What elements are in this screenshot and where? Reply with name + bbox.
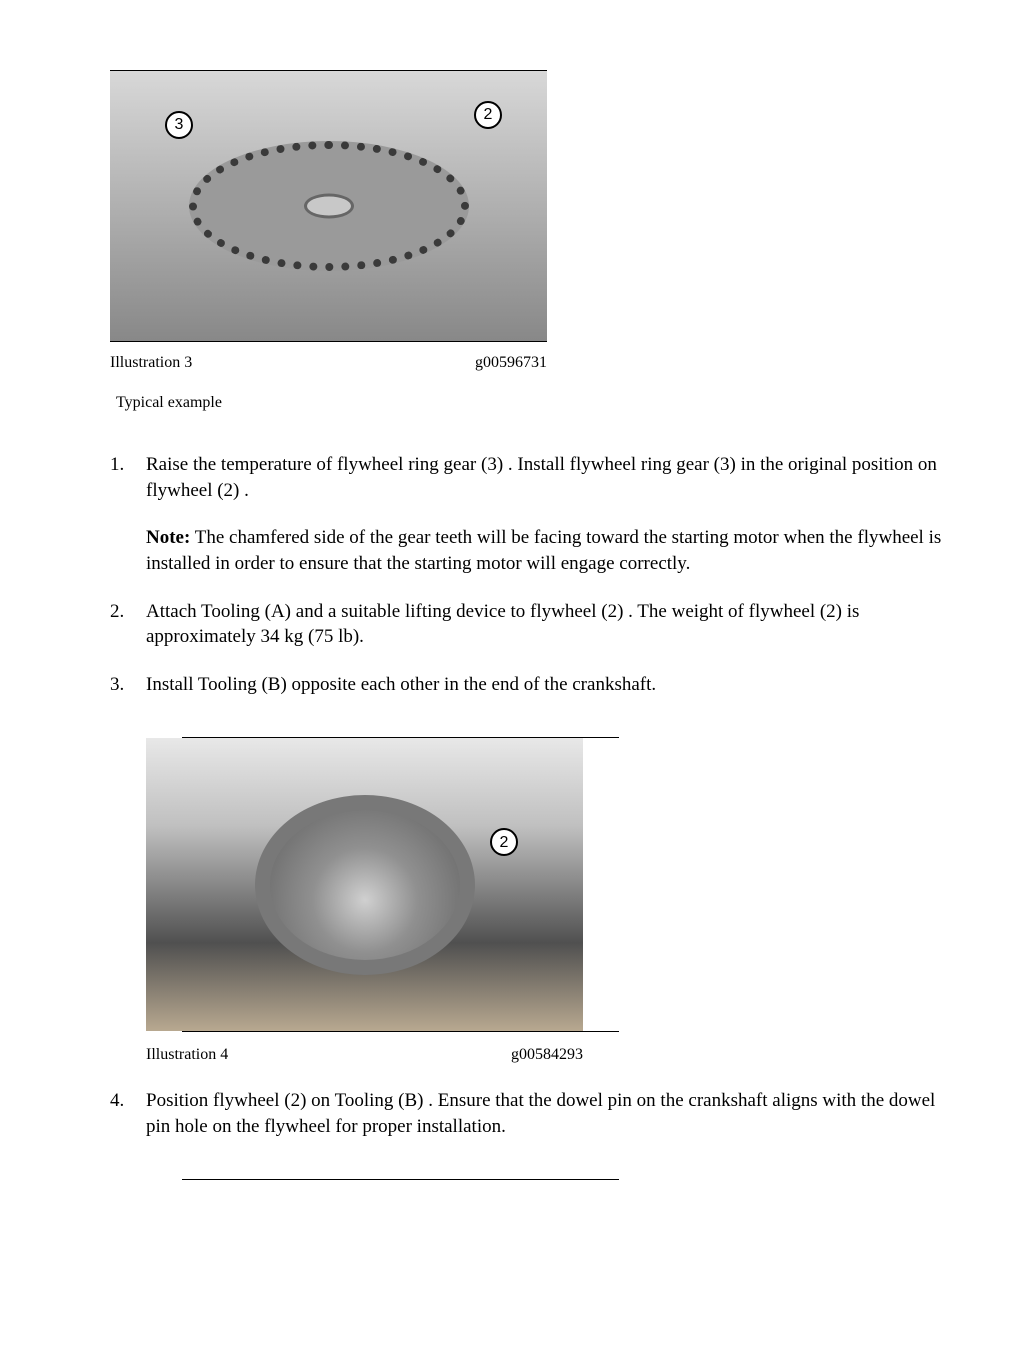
step-1-note: Note: The chamfered side of the gear tee… <box>146 525 954 576</box>
figure-1-ref: g00596731 <box>475 354 547 372</box>
flywheel-disc-graphic <box>189 141 469 271</box>
callout-2b: 2 <box>490 828 518 856</box>
trailing-rule <box>182 1179 619 1180</box>
figure-2-ref: g00584293 <box>511 1044 583 1066</box>
step-4: Position flywheel (2) on Tooling (B) . E… <box>110 1088 954 1180</box>
figure-1-bottom-rule <box>110 341 547 342</box>
figure-1-image: 3 2 <box>110 71 547 341</box>
step-1-text: Raise the temperature of flywheel ring g… <box>146 454 937 501</box>
step-4-text: Position flywheel (2) on Tooling (B) . E… <box>146 1090 935 1137</box>
figure-2-caption-row: Illustration 4 g00584293 <box>146 1044 583 1066</box>
callout-3: 3 <box>165 111 193 139</box>
figure-1-subcaption: Typical example <box>110 394 954 412</box>
note-label: Note: <box>146 527 190 548</box>
figure-1-label: Illustration 3 <box>110 354 475 372</box>
figure-2-label: Illustration 4 <box>146 1044 511 1066</box>
step-2: Attach Tooling (A) and a suitable liftin… <box>110 599 954 650</box>
step-3-text: Install Tooling (B) opposite each other … <box>146 674 656 695</box>
figure-2-bottom-rule <box>182 1031 619 1032</box>
figure-2-image: 2 <box>146 738 583 1031</box>
procedure-steps: Raise the temperature of flywheel ring g… <box>110 452 954 1180</box>
trailing-rule-block <box>110 1179 954 1180</box>
figure-1-caption-row: Illustration 3 g00596731 <box>110 354 547 372</box>
step-1: Raise the temperature of flywheel ring g… <box>110 452 954 577</box>
engine-flywheel-graphic <box>255 795 475 975</box>
step-3: Install Tooling (B) opposite each other … <box>110 672 954 1066</box>
callout-2: 2 <box>474 101 502 129</box>
figure-1-block: 3 2 Illustration 3 g00596731 Typical exa… <box>110 70 954 412</box>
flywheel-hub-graphic <box>304 194 354 219</box>
note-text: The chamfered side of the gear teeth wil… <box>146 527 941 574</box>
figure-2-block: 2 Illustration 4 g00584293 <box>110 737 954 1066</box>
step-2-text: Attach Tooling (A) and a suitable liftin… <box>146 601 859 648</box>
